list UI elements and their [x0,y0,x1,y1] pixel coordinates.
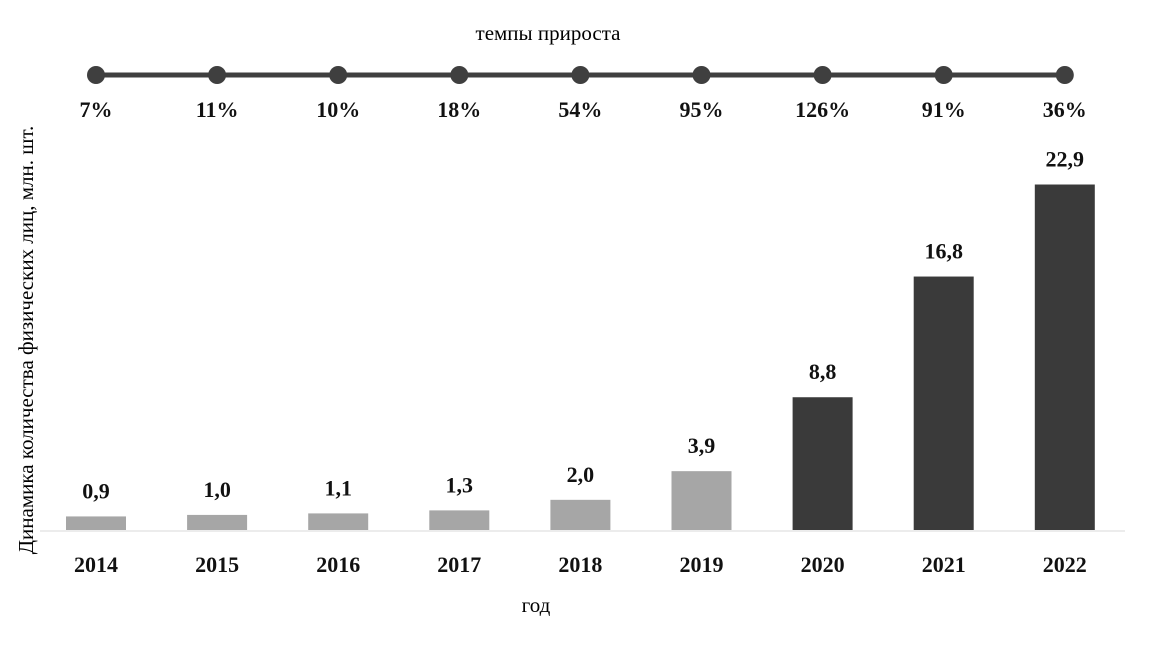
bar [913,276,974,530]
growth-rate-label: 18% [437,97,481,122]
x-tick-label: 2021 [922,552,966,577]
timeline-dot [571,66,590,84]
bar-value-label: 1,1 [324,475,352,500]
growth-rate-label: 54% [558,97,602,122]
bar [792,397,853,530]
timeline-dot [692,66,711,84]
growth-rate-label: 11% [196,97,239,122]
x-tick-label: 2019 [680,552,724,577]
bar [671,471,732,530]
x-tick-label: 2015 [195,552,239,577]
bar-value-label: 2,0 [567,462,595,487]
bar-value-label: 22,9 [1046,147,1085,172]
timeline-dot [450,66,469,84]
x-tick-label: 2020 [801,552,845,577]
x-tick-label: 2018 [558,552,602,577]
timeline-dot [813,66,832,84]
x-tick-labels: 2014 2015 2016 2017 2018 2019 2020 2021 2022 [74,552,1087,577]
bar [1034,184,1095,530]
growth-rate-label: 95% [680,97,724,122]
bars [66,184,1095,530]
growth-rate-label: 126% [795,97,850,122]
bar-value-labels: 0,9 1,0 1,1 1,3 2,0 3,9 8,8 16,8 22,9 [82,147,1084,504]
growth-rates-title: темпы прироста [476,21,622,45]
bar [66,516,126,530]
growth-rate-labels: 7% 11% 10% 18% 54% 95% 126% 91% 36% [80,97,1087,122]
bar-value-label: 16,8 [924,239,963,264]
timeline-dot [208,66,227,84]
x-tick-label: 2014 [74,552,118,577]
timeline-dot [934,66,953,84]
timeline-dot [1055,66,1074,84]
bar [550,499,611,530]
growth-rate-label: 36% [1043,97,1087,122]
x-axis-title: год [522,593,551,617]
growth-rate-label: 10% [316,97,360,122]
growth-rate-label: 91% [922,97,966,122]
bar [429,510,490,530]
bar [187,514,248,530]
bar-value-label: 1,0 [203,477,231,502]
bar-value-label: 0,9 [82,478,110,503]
timeline-dot [329,66,348,84]
growth-rate-label: 7% [80,97,113,122]
growth-rates-timeline [87,66,1074,84]
bar [308,513,369,530]
bar-value-label: 8,8 [809,359,837,384]
x-tick-label: 2017 [437,552,481,577]
bar-value-label: 1,3 [446,472,474,497]
timeline-dot [87,66,105,84]
bar-value-label: 3,9 [688,433,716,458]
x-tick-label: 2016 [316,552,360,577]
y-axis-title: Динамика количества физических лиц, млн.… [14,126,38,555]
x-tick-label: 2022 [1043,552,1087,577]
